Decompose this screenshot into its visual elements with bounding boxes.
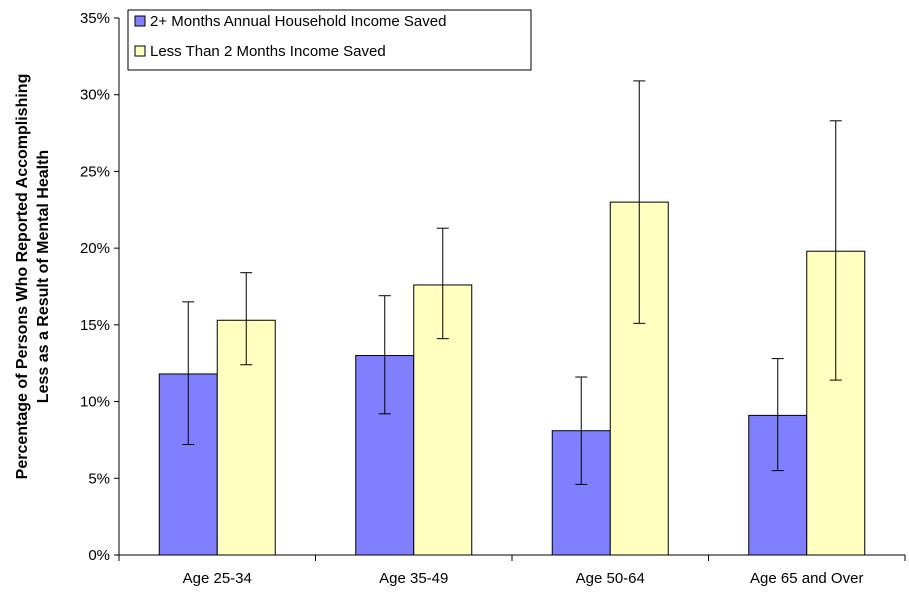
legend: 2+ Months Annual Household Income Saved L… [127,9,532,71]
y-axis-label-line-2: Less as a Result of Mental Health [35,150,52,403]
y-tick-label-5: 25% [80,163,110,180]
error-bar-saved-2plus-0 [182,301,195,446]
legend-label-1: Less Than 2 Months Income Saved [150,43,386,60]
y-tick-label-0: 0% [88,547,110,564]
legend-swatch-1 [134,45,146,57]
y-tick-label-3: 15% [80,317,110,334]
error-bar-saved-2plus-2 [575,376,588,485]
y-tick-label-2: 10% [80,394,110,411]
x-tick-label-1: Age 35-49 [379,570,448,587]
x-tick-label-2: Age 50-64 [576,570,645,587]
error-bar-saved-less-2-3 [829,120,842,381]
y-axis-label: Percentage of Persons Who Reported Accom… [14,74,52,480]
legend-swatch-0 [134,15,146,27]
legend-label-0: 2+ Months Annual Household Income Saved [150,13,446,30]
bars [158,201,866,556]
error-bars [182,80,842,485]
legend-box [127,9,532,71]
y-axis-label-line-1: Percentage of Persons Who Reported Accom… [14,74,31,480]
error-bar-saved-2plus-1 [378,295,391,415]
error-bar-saved-2plus-3 [771,358,784,472]
error-bar-saved-less-2-0 [240,272,253,366]
y-tick-label-1: 5% [88,470,110,487]
y-tick-label-7: 35% [80,10,110,27]
y-tick-label-6: 30% [80,87,110,104]
y-tick-label-4: 20% [80,240,110,257]
axes: Age 25-34 Age 35-49 Age 50-64 Age 65 and Ov… [80,10,906,587]
x-tick-label-3: Age 65 and Over [750,570,863,587]
error-bar-saved-less-2-1 [436,227,449,340]
x-tick-label-0: Age 25-34 [183,570,252,587]
error-bar-saved-less-2-2 [633,80,646,324]
